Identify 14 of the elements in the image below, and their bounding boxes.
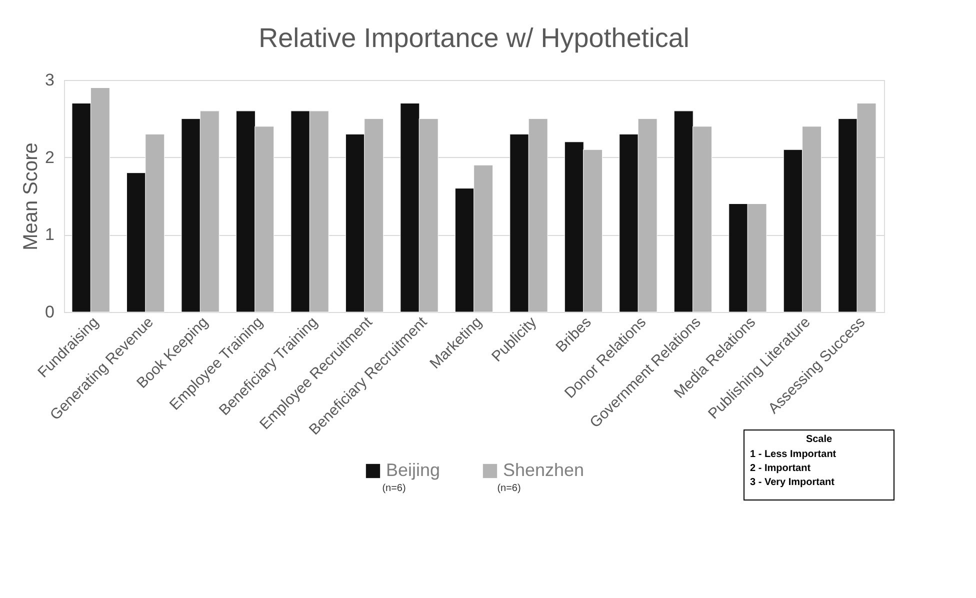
- y-tick-label: 0: [45, 302, 54, 322]
- y-tick-label: 2: [45, 148, 54, 167]
- legend-label: Shenzhen: [503, 460, 584, 480]
- text: (n=6): [382, 483, 406, 494]
- y-tick-label: 1: [45, 225, 54, 244]
- text: (n=6): [497, 483, 521, 494]
- text: 2 - Important: [750, 463, 812, 474]
- y-tick-label: 3: [45, 70, 54, 90]
- text: 1 - Less Important: [750, 449, 837, 460]
- text: Scale: [806, 434, 832, 445]
- chart-title: Relative Importance w/ Hypothetical: [258, 23, 690, 53]
- y-axis-title: Mean Score: [20, 142, 42, 250]
- text: 3 - Very Important: [750, 477, 836, 488]
- legend-label: Beijing: [386, 460, 440, 480]
